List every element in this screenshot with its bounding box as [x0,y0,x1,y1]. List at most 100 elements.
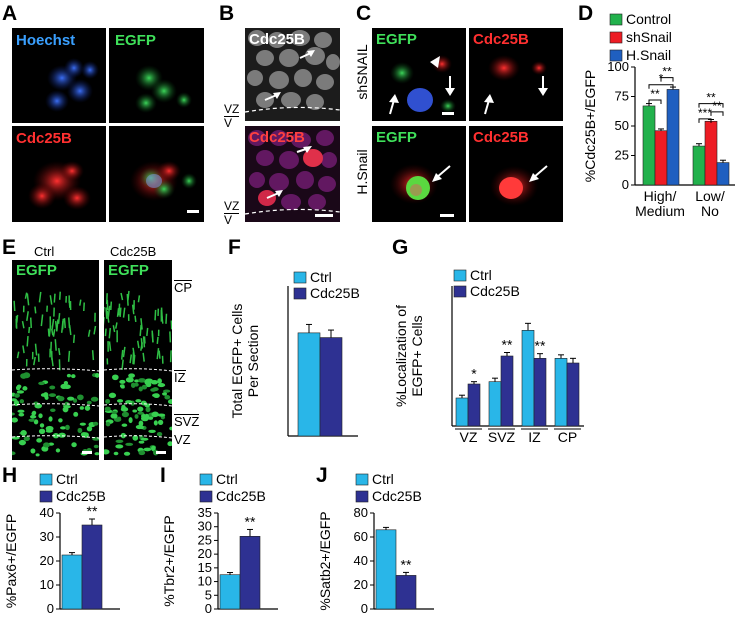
cell-body [125,400,133,404]
cell-body [38,413,43,419]
hsnail-cdc25b-image [490,165,548,206]
y-tick-label: 20 [40,553,54,568]
cell-process [108,341,112,352]
panel-label-d: D [578,2,594,25]
cell-process [131,304,135,315]
cell-body [108,392,117,399]
bar-hsnail [716,162,730,186]
bar-shsnail [654,130,668,186]
cell-body [73,411,79,417]
bar-hsnail [666,89,680,186]
cell-body [84,405,91,411]
y-tick-label: 10 [198,574,212,589]
cell-body [15,385,21,391]
cell-body [157,378,162,384]
cell-process [158,350,161,359]
y-tick-label: 5 [205,587,212,602]
significance-marker: ** [662,65,672,79]
cell-body [128,417,133,424]
panel-label-f: F [228,236,241,259]
micrograph-a-merge [109,126,204,222]
legend-label: Ctrl [310,269,332,285]
cell-body [167,399,172,405]
y-axis-label: Total EGFP+ Cells [229,304,245,419]
cell-body [67,396,75,401]
cell-body [34,403,43,409]
cell-process [120,292,124,301]
cell-body [150,388,157,392]
cell-process [108,328,112,339]
micrograph-c-shsnail-egfp: EGFP [372,28,466,121]
cell-body [157,419,164,425]
y-axis-label: %Cdc25B+/EGFP [582,70,598,182]
scale-bar [442,112,454,115]
y-tick-label: 10 [40,577,54,592]
cell-process [52,329,56,337]
c-row-label-top: shSNAIL [354,28,372,121]
cell-body [148,416,154,420]
micrograph-c-hsnail-egfp: EGFP [372,126,466,222]
cell-body [104,406,111,412]
cell-process [58,291,61,300]
legend-swatch [355,473,369,486]
scale-bar [187,210,199,213]
cell-body [16,390,25,394]
legend-swatch [609,13,623,26]
x-tick-label: Medium [635,203,685,219]
cell-body [77,394,84,401]
legend-label: Ctrl [372,471,394,487]
y-tick-label: 0 [47,601,54,616]
cell-body [17,409,25,413]
zone-boundary [12,368,99,372]
label-cdc25b-color: Cdc25B [249,129,305,146]
cell-process [169,350,172,363]
y-tick-label: 40 [40,505,54,520]
cell-process [118,303,121,316]
cell-body [115,444,124,449]
bar-cdc25b [533,358,547,427]
micrograph-e-ctrl: EGFP [12,260,99,460]
cell-process [140,342,143,351]
cell-body [137,411,144,415]
cell-body [81,432,89,438]
cell-body [28,418,35,422]
cell-process [40,314,44,327]
cell-body [94,452,99,456]
y-tick-label: 40 [354,553,368,568]
x-tick-label: Low/ [695,188,725,204]
significance-bracket [698,118,712,123]
cell-body [48,393,57,397]
cell-body [121,411,130,418]
cell-body [39,423,45,428]
cell-process [22,345,25,354]
cell-body [52,433,60,439]
cell-process [142,336,146,348]
significance-marker: ** [245,513,256,529]
chart-d: 0 25 50 75 100 %Cdc25B+/EGFP High/Medium Low/No… [582,11,735,219]
x-tick-label: VZ [460,429,478,445]
cell-body [151,445,156,452]
cell-body [138,378,146,383]
micrograph-a-hoechst: Hoechst [12,28,106,123]
bar-ctrl [521,330,535,427]
cell-body [60,426,67,430]
significance-marker: ** [706,91,716,105]
zone-boundary [104,368,172,372]
cell-body [123,451,131,456]
b-v-label: V [224,213,233,227]
panel-label-i: I [160,464,166,487]
legend-swatch [199,490,213,503]
cell-body [140,437,149,441]
legend-swatch [453,269,467,282]
label-egfp-c2: EGFP [376,129,417,146]
cell-body [36,438,43,443]
significance-marker: ** [401,556,412,572]
y-tick-label: 30 [198,519,212,534]
significance-bracket [648,84,674,89]
cell-process [60,320,64,333]
y-tick-label: 15 [198,560,212,575]
cell-body [12,417,18,423]
cdc25b-gray-tissue-image [245,30,340,113]
cell-body [105,421,111,427]
panel-label-g: G [392,236,409,259]
